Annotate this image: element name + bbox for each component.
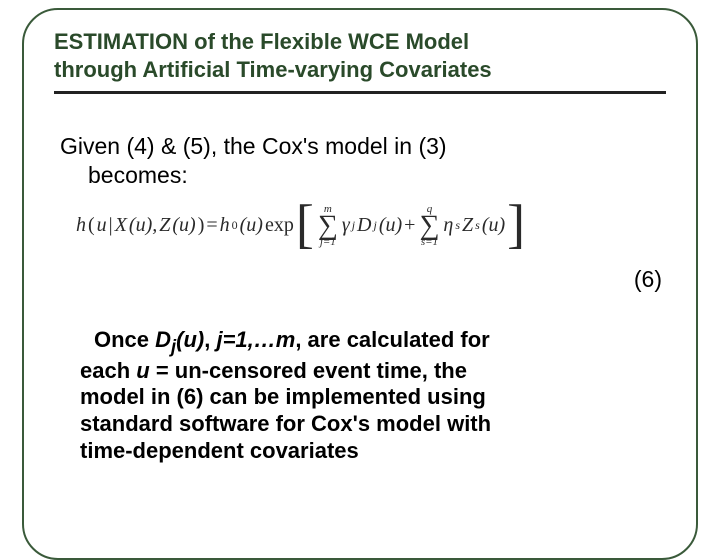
title-underline [54, 91, 666, 94]
sum1-bot: j=1 [320, 237, 336, 248]
sym-gammasub: j [352, 218, 355, 233]
sym-Darg: (u) [379, 214, 402, 237]
sym-h0arg: (u) [240, 214, 263, 237]
sym-open: ( [88, 214, 95, 237]
p2-t5: = un-censored event time, the [150, 358, 467, 383]
p2-t3: , are calculated for [295, 327, 489, 352]
sym-Dsub: j [374, 218, 377, 233]
sym-Z: Z [159, 214, 170, 237]
p2-D: D [155, 327, 171, 352]
title-line2: through Artificial Time-varying Covariat… [54, 57, 492, 82]
slide-frame: ESTIMATION of the Flexible WCE Model thr… [22, 8, 698, 560]
p2-t4: each [80, 358, 136, 383]
sym-gamma: γ [342, 214, 350, 237]
sym-h: h [76, 214, 86, 237]
sym-plus: + [404, 214, 415, 237]
sum-1: m ∑ j=1 [318, 204, 338, 248]
equation-number: (6) [54, 266, 666, 293]
intro-line2: becomes: [88, 161, 666, 190]
sum2-bot: s=1 [421, 237, 438, 248]
sym-Xarg: (u), [129, 214, 157, 237]
sym-etasub: s [455, 218, 460, 233]
p2-t7: standard software for Cox's model with [80, 411, 491, 436]
sym-h0: h [220, 214, 230, 237]
sym-h0sub: 0 [232, 218, 238, 233]
slide-title: ESTIMATION of the Flexible WCE Model thr… [54, 28, 666, 83]
sym-X: X [115, 214, 127, 237]
sym-bar: | [109, 214, 113, 237]
sym-Zarg: (u) [172, 214, 195, 237]
intro-line1: Given (4) & (5), the Cox's model in (3) [60, 133, 447, 159]
p2-jrange: j=1,…m [216, 327, 295, 352]
explanation-paragraph: Once Dj(u), j=1,…m, are calculated for e… [80, 327, 666, 465]
p2-t2: , [204, 327, 216, 352]
p2-t8: time-dependent covariates [80, 438, 359, 463]
sigma-1: ∑ [318, 215, 338, 237]
sym-exp: exp [265, 214, 294, 237]
p2-Dj: Dj(u) [155, 327, 204, 352]
p2-u: u [136, 358, 149, 383]
sym-Zssub: s [475, 218, 480, 233]
sym-D: D [357, 214, 371, 237]
sym-eta: η [443, 214, 453, 237]
p2-t6: model in (6) can be implemented using [80, 384, 486, 409]
sum-2: q ∑ s=1 [419, 204, 439, 248]
sym-Zs: Z [462, 214, 473, 237]
sym-u: u [97, 214, 107, 237]
sym-eq: = [206, 214, 217, 237]
p2-Darg: (u) [176, 327, 204, 352]
equation-6: h ( u | X (u), Z (u) ) = h0 (u) exp [ m … [76, 204, 525, 248]
sym-close: ) [198, 214, 205, 237]
p2-t1: Once [94, 327, 155, 352]
equation-block: h ( u | X (u), Z (u) ) = h0 (u) exp [ m … [54, 204, 666, 248]
sym-Zsarg: (u) [482, 214, 505, 237]
intro-text: Given (4) & (5), the Cox's model in (3) … [60, 132, 666, 190]
sigma-2: ∑ [419, 215, 439, 237]
title-line1: ESTIMATION of the Flexible WCE Model [54, 29, 469, 54]
